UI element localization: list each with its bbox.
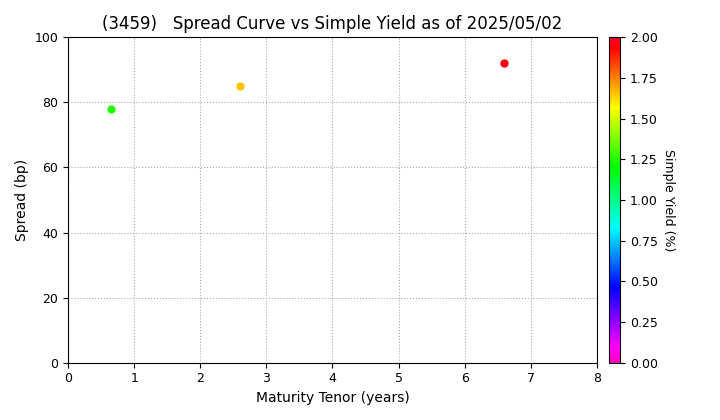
- X-axis label: Maturity Tenor (years): Maturity Tenor (years): [256, 391, 409, 405]
- Point: [498, 60, 510, 67]
- Point: [105, 105, 117, 112]
- Y-axis label: Simple Yield (%): Simple Yield (%): [662, 149, 675, 251]
- Y-axis label: Spread (bp): Spread (bp): [15, 159, 29, 241]
- Title: (3459)   Spread Curve vs Simple Yield as of 2025/05/02: (3459) Spread Curve vs Simple Yield as o…: [102, 15, 562, 33]
- Point: [234, 83, 246, 89]
